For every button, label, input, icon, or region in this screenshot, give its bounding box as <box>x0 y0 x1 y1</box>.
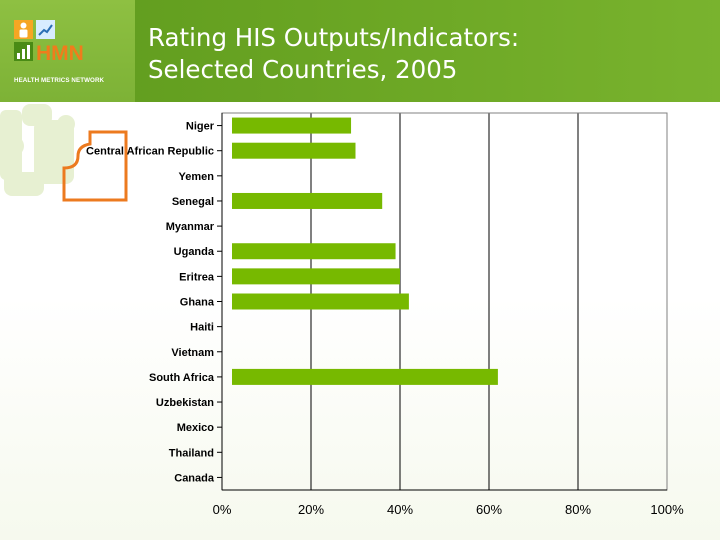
category-label: Central African Republic <box>86 146 214 158</box>
bar <box>232 192 383 209</box>
x-tick-label: 80% <box>565 502 591 517</box>
category-label: Niger <box>186 121 215 133</box>
x-tick-label: 0% <box>213 502 232 517</box>
bar <box>232 268 400 285</box>
category-label: Canada <box>174 472 215 484</box>
category-label: Haiti <box>190 322 214 334</box>
chart-frame <box>217 112 668 491</box>
category-labels: Niger Central African Republic Yemen Senega… <box>86 121 215 485</box>
category-label: Eritrea <box>179 271 215 283</box>
category-label: Uzbekistan <box>156 397 214 409</box>
bar <box>232 142 356 159</box>
x-tick-label: 100% <box>650 502 684 517</box>
category-label: Thailand <box>169 447 214 459</box>
category-label: Vietnam <box>171 347 214 359</box>
category-label: Uganda <box>174 246 215 258</box>
logo-tagline: HEALTH METRICS NETWORK <box>14 77 105 84</box>
bar <box>232 368 498 385</box>
category-label: Yemen <box>179 171 215 183</box>
decorative-pattern <box>0 104 128 202</box>
x-tick-label: 20% <box>298 502 324 517</box>
trend-icon <box>38 24 53 36</box>
hmn-logo: HMN <box>14 20 84 65</box>
category-label: Mexico <box>177 422 215 434</box>
title-line-2: Selected Countries, 2005 <box>148 55 458 84</box>
category-label: South Africa <box>149 372 215 384</box>
bar <box>232 117 352 134</box>
category-label: Ghana <box>180 297 215 309</box>
bar <box>232 293 409 310</box>
title-line-1: Rating HIS Outputs/Indicators: <box>148 23 520 52</box>
person-icon <box>20 22 27 29</box>
logo-mark: HMN <box>36 42 84 65</box>
x-tick-label: 40% <box>387 502 413 517</box>
bar <box>232 243 396 260</box>
x-tick-label: 60% <box>476 502 502 517</box>
chart-bars <box>232 117 498 385</box>
x-axis-tick-labels: 0% 20% 40% 60% 80% 100% <box>213 502 684 517</box>
logo-panel: HMN HEALTH METRICS NETWORK <box>0 0 135 102</box>
category-label: Senegal <box>172 196 214 208</box>
slide-title: Rating HIS Outputs/Indicators: Selected … <box>148 22 519 86</box>
category-label: Myanmar <box>166 221 215 233</box>
orange-outline-shape <box>62 130 128 202</box>
